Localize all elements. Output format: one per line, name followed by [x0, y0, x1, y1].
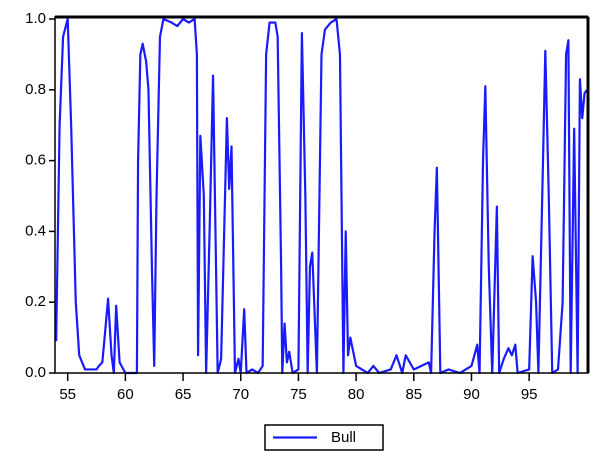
y-tick-label: 0.2	[25, 293, 46, 310]
x-tick-label: 55	[59, 386, 76, 403]
data-line	[55, 17, 588, 375]
y-tick-label: 0.6	[25, 152, 46, 169]
legend-label: Bull	[331, 429, 356, 446]
y-tick-label: 0.0	[25, 364, 46, 381]
y-tick-label: 0.4	[25, 222, 46, 239]
x-tick-label: 90	[463, 386, 480, 403]
x-tick-label: 60	[117, 386, 134, 403]
y-tick-label: 1.0	[25, 10, 46, 27]
x-tick-label: 65	[175, 386, 192, 403]
y-tick-label: 0.8	[25, 81, 46, 98]
x-tick-label: 70	[232, 386, 249, 403]
x-tick-label: 75	[290, 386, 307, 403]
x-tick-label: 85	[405, 386, 422, 403]
x-tick-label: 95	[521, 386, 538, 403]
x-tick-label: 80	[348, 386, 365, 403]
legend-box	[264, 424, 384, 451]
